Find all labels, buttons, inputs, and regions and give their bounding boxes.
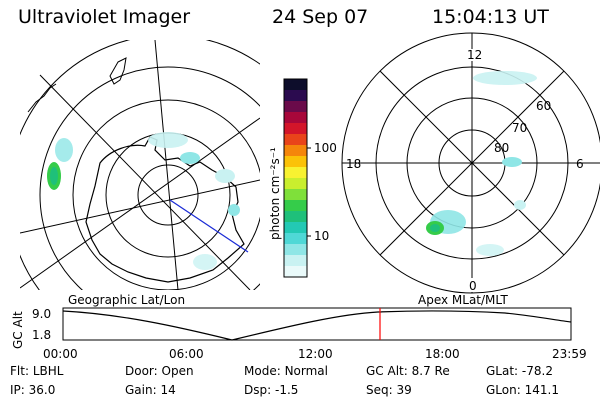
- colorbar-cell: [284, 134, 307, 146]
- info-glat: GLat: -78.2: [486, 364, 553, 378]
- colorbar-cell: [284, 244, 307, 256]
- geographic-map: [20, 40, 260, 290]
- colorbar-cell: [284, 145, 307, 157]
- timeline-x-tick: 00:00: [43, 347, 78, 361]
- geo-lat-circle: [39, 66, 260, 290]
- mlat-label-60: 60: [536, 99, 551, 113]
- colorbar-cell: [284, 211, 307, 223]
- geo-lat-circle: [105, 132, 231, 258]
- aurora-oval: [426, 71, 537, 256]
- mlt-label-6: 6: [576, 157, 584, 171]
- geo-meridian: [20, 117, 260, 289]
- orbit-track: [169, 199, 249, 253]
- mlt-label-12: 12: [467, 48, 482, 62]
- timeline-y-tick-min: 1.8: [32, 328, 51, 342]
- instrument-title: Ultraviolet Imager: [18, 6, 191, 28]
- timeline-y-tick-max: 9.0: [32, 307, 51, 321]
- image-date: 24 Sep 07: [272, 6, 369, 28]
- colorbar-cell: [284, 167, 307, 179]
- colorbar-cell: [284, 112, 307, 124]
- south-america-coastline: [109, 57, 127, 85]
- colorbar-cell: [284, 233, 307, 245]
- info-door: Door: Open: [125, 364, 194, 378]
- timeline-x-tick: 23:59: [552, 347, 587, 361]
- colorbar-cell: [284, 222, 307, 234]
- colorbar-cell: [284, 189, 307, 201]
- mlt-label-18: 18: [346, 157, 361, 171]
- colorbar-cell: [284, 178, 307, 190]
- color-bar: 100 10 photon cm⁻²s⁻¹: [268, 78, 337, 278]
- timeline-x-tick: 12:00: [298, 347, 333, 361]
- info-filter: Flt: LBHL: [10, 364, 64, 378]
- info-glon: GLon: 141.1: [486, 383, 559, 397]
- image-time: 15:04:13 UT: [432, 6, 549, 28]
- mlt-map-title: Apex MLat/MLT: [418, 293, 508, 307]
- timeline-x-tick: 06:00: [169, 347, 204, 361]
- coastline-fragment: [27, 83, 57, 113]
- aurora-emission: [47, 132, 240, 270]
- colorbar-cell: [284, 90, 307, 102]
- colorbar-cell: [284, 156, 307, 168]
- mlat-label-70: 70: [512, 121, 527, 135]
- geo-meridian: [154, 40, 179, 290]
- info-ip: IP: 36.0: [10, 383, 55, 397]
- mlt-label-0: 0: [469, 279, 477, 293]
- timeline-y-label: GC Alt: [11, 311, 25, 349]
- geo-meridian: [20, 179, 260, 234]
- geo-map-title: Geographic Lat/Lon: [68, 293, 185, 307]
- colorbar-unit-label: photon cm⁻²s⁻¹: [268, 147, 282, 240]
- colorbar-cell: [284, 266, 307, 278]
- info-mode: Mode: Normal: [244, 364, 328, 378]
- colorbar-cell: [284, 101, 307, 113]
- mlat-label-80: 80: [494, 141, 509, 155]
- timeline-x-tick: 18:00: [425, 347, 460, 361]
- info-gain: Gain: 14: [125, 383, 176, 397]
- colorbar-tick-100: 100: [314, 141, 337, 155]
- geo-lat-circle: [72, 99, 260, 290]
- colorbar-cell: [284, 255, 307, 267]
- altitude-curve: [62, 310, 572, 341]
- geo-lat-circle: [137, 164, 199, 226]
- info-seq: Seq: 39: [366, 383, 412, 397]
- mlt-map: 12 0 18 6 60 70 80: [341, 32, 600, 294]
- geo-meridian: [39, 74, 251, 290]
- altitude-timeline: Geographic Lat/Lon Apex MLat/MLT GC Alt …: [11, 293, 587, 361]
- info-dsp: Dsp: -1.5: [244, 383, 298, 397]
- status-info: Flt: LBHL Door: Open Mode: Normal GC Alt…: [10, 364, 559, 397]
- colorbar-tick-10: 10: [314, 229, 329, 243]
- colorbar-cell: [284, 200, 307, 212]
- colorbar-cell: [284, 123, 307, 135]
- colorbar-cell: [284, 79, 307, 91]
- info-gc-alt: GC Alt: 8.7 Re: [366, 364, 450, 378]
